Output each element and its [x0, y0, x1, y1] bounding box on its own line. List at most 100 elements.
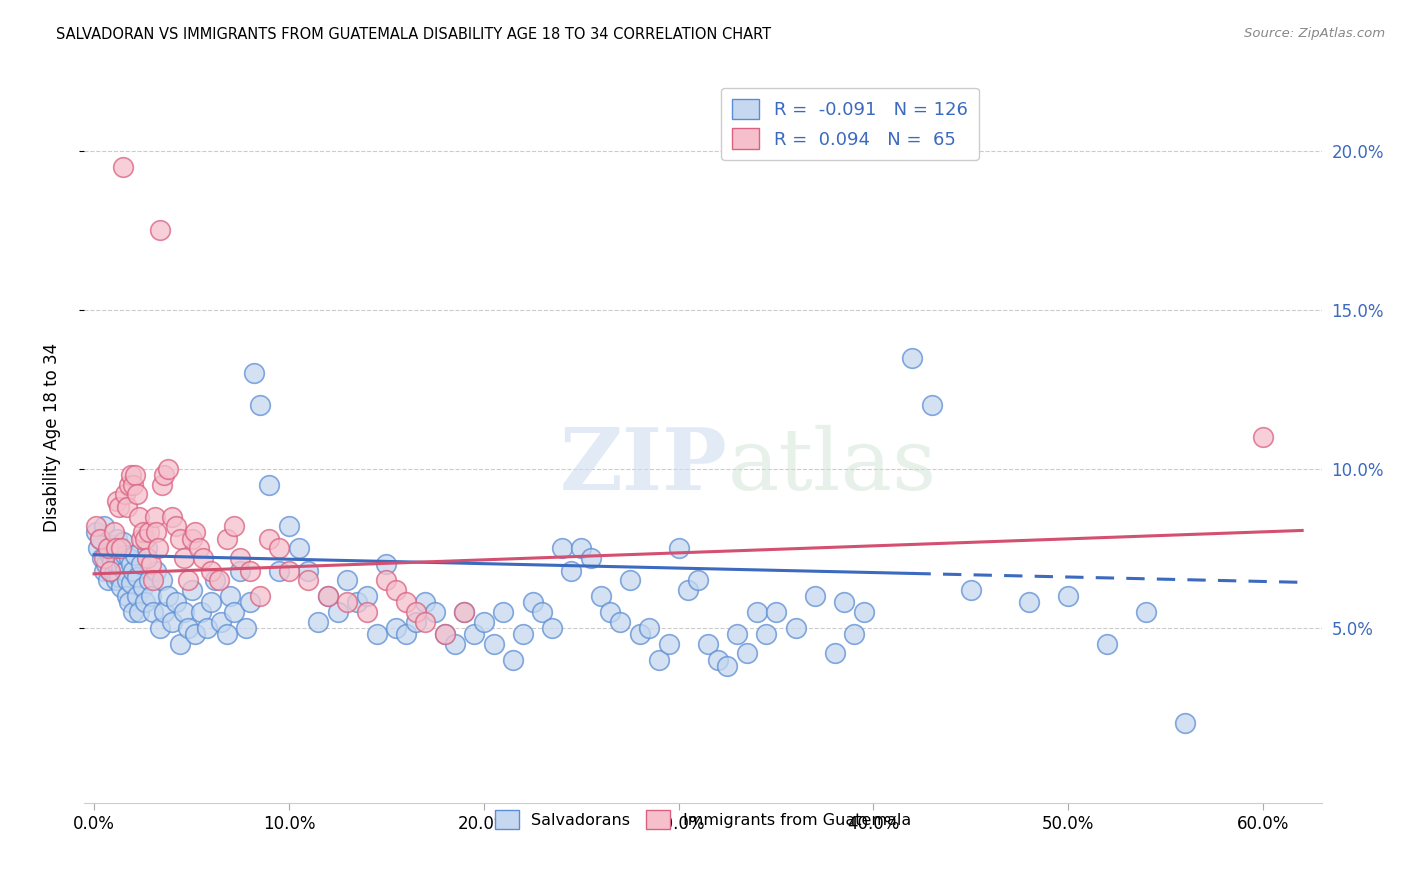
Point	[135, 541, 157, 556]
Point	[297, 564, 319, 578]
Point	[745, 605, 768, 619]
Point	[706, 653, 728, 667]
Point	[219, 589, 242, 603]
Point	[415, 595, 437, 609]
Point	[229, 564, 252, 578]
Point	[599, 605, 621, 619]
Point	[176, 573, 198, 587]
Point	[648, 653, 671, 667]
Point	[94, 558, 117, 572]
Point	[804, 589, 827, 603]
Point	[118, 595, 141, 609]
Point	[149, 223, 172, 237]
Point	[98, 564, 121, 578]
Point	[609, 615, 631, 629]
Point	[128, 509, 150, 524]
Point	[385, 621, 408, 635]
Point	[153, 468, 176, 483]
Point	[190, 605, 212, 619]
Point	[243, 367, 266, 381]
Point	[135, 550, 157, 565]
Point	[124, 468, 146, 483]
Point	[125, 589, 148, 603]
Point	[169, 532, 191, 546]
Text: SALVADORAN VS IMMIGRANTS FROM GUATEMALA DISABILITY AGE 18 TO 34 CORRELATION CHAR: SALVADORAN VS IMMIGRANTS FROM GUATEMALA …	[56, 27, 772, 42]
Point	[143, 509, 166, 524]
Point	[100, 554, 122, 568]
Point	[395, 627, 418, 641]
Point	[138, 573, 160, 587]
Point	[215, 627, 238, 641]
Point	[200, 595, 222, 609]
Point	[307, 615, 329, 629]
Point	[531, 605, 554, 619]
Point	[453, 605, 475, 619]
Point	[139, 589, 162, 603]
Point	[208, 573, 231, 587]
Point	[366, 627, 388, 641]
Point	[1097, 637, 1119, 651]
Point	[120, 576, 142, 591]
Point	[316, 589, 339, 603]
Point	[108, 570, 131, 584]
Point	[842, 627, 865, 641]
Point	[346, 595, 368, 609]
Point	[173, 605, 195, 619]
Point	[184, 525, 207, 540]
Point	[145, 525, 167, 540]
Point	[512, 627, 534, 641]
Point	[165, 519, 187, 533]
Point	[93, 550, 115, 565]
Point	[1018, 595, 1040, 609]
Y-axis label: Disability Age 18 to 34: Disability Age 18 to 34	[42, 343, 60, 532]
Point	[112, 535, 135, 549]
Point	[259, 532, 281, 546]
Point	[114, 548, 136, 562]
Point	[84, 519, 107, 533]
Point	[107, 532, 129, 546]
Point	[188, 541, 211, 556]
Point	[224, 605, 246, 619]
Point	[107, 558, 129, 572]
Point	[84, 525, 107, 540]
Point	[157, 462, 180, 476]
Point	[134, 532, 156, 546]
Point	[184, 627, 207, 641]
Point	[921, 398, 943, 412]
Point	[120, 468, 142, 483]
Point	[249, 589, 271, 603]
Point	[395, 595, 418, 609]
Point	[502, 653, 524, 667]
Point	[150, 477, 173, 491]
Point	[120, 558, 142, 572]
Point	[125, 487, 148, 501]
Point	[901, 351, 924, 365]
Point	[104, 541, 127, 556]
Point	[114, 564, 136, 578]
Point	[443, 637, 465, 651]
Point	[453, 605, 475, 619]
Point	[87, 541, 110, 556]
Point	[100, 538, 122, 552]
Point	[405, 615, 427, 629]
Point	[173, 550, 195, 565]
Point	[108, 500, 131, 514]
Point	[433, 627, 456, 641]
Point	[725, 627, 748, 641]
Point	[375, 558, 398, 572]
Point	[148, 541, 170, 556]
Point	[824, 646, 846, 660]
Point	[193, 550, 215, 565]
Point	[1057, 589, 1080, 603]
Point	[145, 564, 167, 578]
Point	[128, 605, 150, 619]
Point	[619, 573, 641, 587]
Point	[755, 627, 778, 641]
Point	[103, 525, 125, 540]
Point	[696, 637, 718, 651]
Point	[668, 541, 690, 556]
Point	[160, 615, 183, 629]
Point	[180, 582, 202, 597]
Point	[134, 595, 156, 609]
Point	[118, 477, 141, 491]
